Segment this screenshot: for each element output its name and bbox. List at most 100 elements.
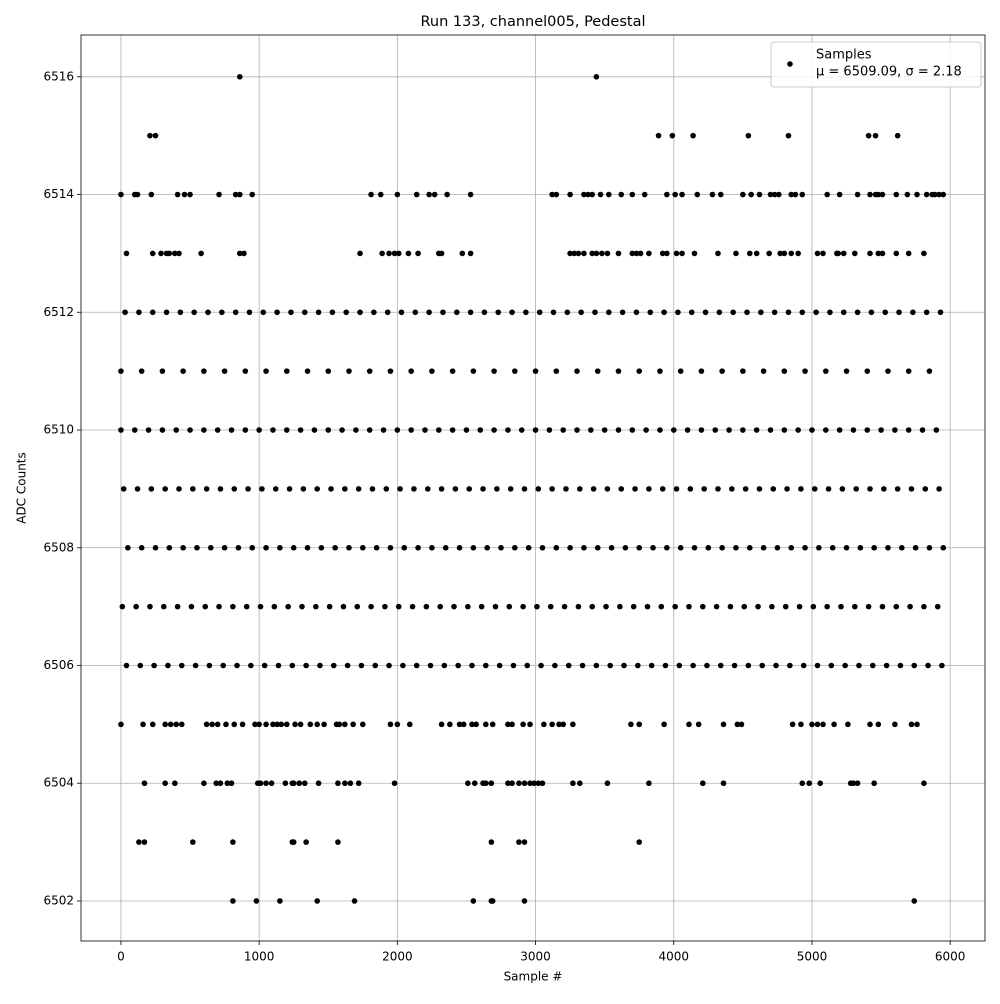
point — [213, 780, 220, 787]
point — [162, 780, 168, 787]
point — [594, 544, 601, 551]
point — [879, 603, 886, 610]
point — [664, 544, 670, 551]
point — [619, 309, 626, 316]
point — [342, 486, 348, 492]
point — [893, 191, 900, 198]
point — [816, 544, 822, 551]
point — [893, 250, 900, 257]
point — [321, 721, 327, 728]
point — [521, 486, 528, 492]
point — [178, 662, 185, 669]
point — [871, 780, 877, 787]
point — [588, 427, 594, 433]
point — [335, 839, 341, 845]
point — [899, 544, 905, 551]
point — [230, 898, 236, 904]
point — [217, 486, 224, 492]
point — [538, 662, 544, 669]
point — [607, 662, 613, 669]
legend: Samples μ = 6509.09, σ = 2.18 — [770, 41, 982, 88]
point — [622, 544, 629, 551]
point — [570, 780, 576, 787]
point — [864, 368, 871, 374]
point — [217, 780, 224, 787]
point — [661, 721, 667, 728]
point — [201, 780, 207, 787]
point — [192, 662, 199, 669]
point — [263, 368, 269, 374]
point — [604, 250, 611, 257]
point — [802, 368, 808, 374]
point — [567, 191, 573, 198]
point — [483, 662, 489, 669]
point — [214, 427, 221, 433]
point — [520, 603, 526, 610]
point — [188, 603, 195, 610]
point — [677, 544, 684, 551]
point — [781, 368, 788, 374]
point — [505, 780, 511, 787]
point — [516, 839, 522, 845]
point — [867, 721, 873, 728]
point — [158, 250, 164, 257]
point — [570, 721, 576, 728]
point — [339, 427, 345, 433]
point — [311, 427, 318, 433]
point — [852, 250, 858, 257]
point — [307, 721, 314, 728]
point — [190, 486, 196, 492]
point — [885, 368, 891, 374]
point — [753, 427, 760, 433]
point — [277, 898, 283, 904]
point — [488, 839, 495, 845]
point — [202, 603, 209, 610]
y-tick-label: 6504 — [43, 776, 74, 790]
point — [163, 309, 170, 316]
point — [574, 427, 580, 433]
point — [315, 309, 322, 316]
point — [357, 250, 363, 257]
point — [358, 662, 365, 669]
point — [741, 603, 748, 610]
point — [335, 780, 341, 787]
point — [387, 368, 394, 374]
point — [133, 603, 139, 610]
point — [463, 427, 470, 433]
point — [354, 603, 361, 610]
point — [769, 603, 775, 610]
point — [733, 544, 739, 551]
point — [896, 309, 902, 316]
point — [792, 191, 799, 198]
point — [134, 486, 141, 492]
point — [925, 662, 931, 669]
point — [527, 721, 533, 728]
point — [288, 309, 294, 316]
point — [137, 662, 144, 669]
point — [483, 721, 489, 728]
point — [422, 427, 428, 433]
point — [318, 544, 325, 551]
point — [745, 132, 752, 139]
x-axis-label: Sample # — [504, 970, 563, 984]
point — [875, 191, 882, 198]
point — [274, 309, 280, 316]
point — [869, 662, 876, 669]
point — [897, 662, 904, 669]
point — [509, 309, 515, 316]
point — [839, 486, 846, 492]
point — [643, 427, 649, 433]
point — [415, 250, 421, 257]
point — [567, 544, 573, 551]
point — [134, 191, 141, 198]
point — [799, 309, 806, 316]
point — [394, 191, 401, 198]
point — [676, 662, 683, 669]
point — [799, 780, 806, 787]
point — [912, 544, 919, 551]
point — [256, 721, 262, 728]
point — [756, 486, 763, 492]
point — [843, 544, 850, 551]
point — [593, 250, 600, 257]
point — [690, 132, 696, 139]
